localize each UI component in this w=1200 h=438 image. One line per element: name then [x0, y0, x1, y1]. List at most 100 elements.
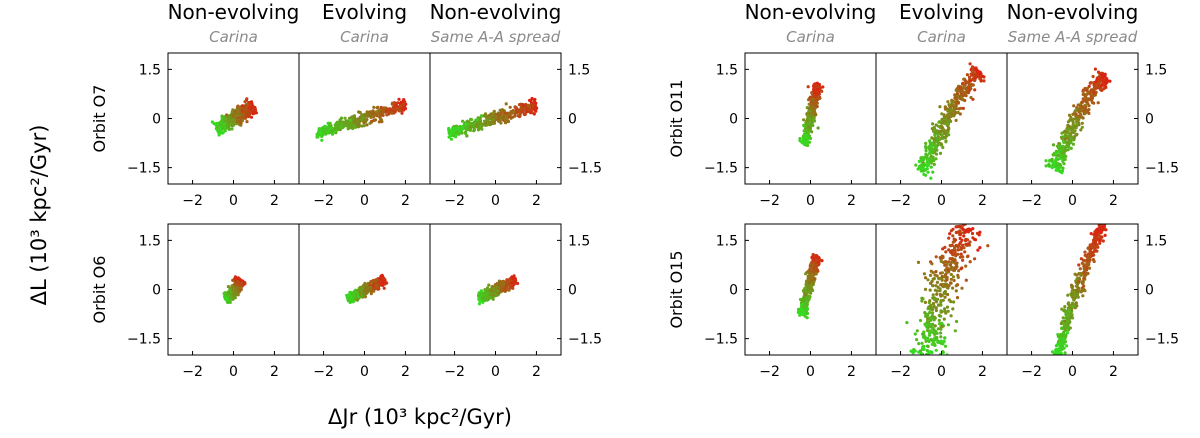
y-tick-label-right: 1.5 — [568, 62, 590, 78]
x-tick-label: 2 — [1109, 193, 1118, 209]
data-point — [382, 286, 386, 290]
data-point — [448, 133, 452, 137]
data-point — [1058, 157, 1062, 161]
data-point — [969, 72, 973, 76]
data-point — [807, 277, 811, 281]
data-point — [225, 293, 229, 297]
data-point — [932, 315, 937, 319]
data-point — [986, 244, 990, 248]
data-point — [482, 119, 487, 123]
data-point — [913, 332, 917, 336]
data-point — [970, 69, 974, 73]
data-point — [228, 297, 232, 301]
column-subtitle: Carina — [917, 28, 966, 46]
data-point — [216, 122, 220, 126]
data-point — [926, 338, 930, 342]
data-point — [811, 261, 816, 265]
data-point — [928, 299, 932, 303]
x-tick-label: 0 — [806, 193, 815, 209]
data-point — [933, 324, 937, 328]
data-point — [524, 108, 529, 112]
data-point — [241, 112, 245, 116]
data-point — [934, 270, 938, 274]
data-point — [954, 289, 958, 293]
data-point — [1075, 132, 1079, 136]
data-point — [450, 129, 454, 133]
data-point — [813, 112, 818, 116]
scatter-points — [914, 62, 986, 180]
data-point — [1095, 78, 1099, 82]
data-point — [1071, 112, 1075, 116]
data-point — [236, 106, 241, 110]
data-point — [947, 236, 951, 240]
data-point — [814, 272, 818, 276]
data-point — [808, 279, 813, 284]
data-point — [965, 73, 970, 77]
y-tick-label-right: 1.5 — [1145, 62, 1167, 78]
data-point — [378, 279, 382, 284]
column-title: Evolving — [322, 0, 407, 24]
x-tick-label: 2 — [532, 364, 541, 380]
data-point — [948, 263, 953, 267]
data-point — [467, 122, 471, 126]
data-point — [942, 317, 946, 321]
data-point — [932, 318, 936, 322]
data-point — [498, 119, 502, 123]
data-point — [379, 118, 383, 122]
data-point — [377, 120, 381, 124]
data-point — [946, 323, 951, 327]
data-point — [969, 84, 973, 88]
x-tick-label: 2 — [270, 364, 279, 380]
data-point — [379, 105, 383, 110]
data-point — [1079, 104, 1083, 108]
data-point — [457, 129, 462, 133]
data-point — [813, 277, 817, 281]
data-point — [951, 268, 956, 272]
data-point — [330, 132, 335, 136]
data-point — [933, 288, 938, 292]
data-point — [1105, 80, 1109, 85]
data-point — [925, 167, 929, 171]
data-point — [1067, 145, 1071, 149]
data-point — [943, 131, 947, 135]
data-point — [477, 296, 482, 300]
data-point — [1058, 162, 1062, 167]
data-point — [230, 127, 234, 131]
data-point — [371, 114, 375, 118]
data-point — [931, 301, 936, 306]
data-point — [932, 328, 936, 332]
data-point — [815, 97, 819, 101]
data-point — [942, 135, 946, 139]
data-point — [328, 127, 332, 131]
data-point — [1058, 154, 1062, 158]
data-point — [352, 124, 356, 128]
data-point — [519, 105, 523, 110]
data-point — [228, 300, 232, 304]
data-point — [1051, 143, 1056, 147]
data-point — [489, 117, 493, 121]
data-point — [1066, 136, 1070, 140]
data-point — [1060, 131, 1064, 135]
data-point — [936, 285, 940, 289]
data-point — [804, 124, 808, 128]
data-point — [905, 321, 909, 325]
data-point — [240, 109, 244, 113]
data-point — [947, 126, 951, 130]
data-point — [530, 96, 534, 101]
data-point — [926, 328, 930, 333]
data-point — [215, 125, 219, 129]
data-point — [915, 338, 919, 342]
x-tick-label: 2 — [401, 364, 410, 380]
data-point — [481, 292, 485, 297]
data-point — [1101, 79, 1105, 83]
data-point — [958, 233, 962, 237]
data-point — [981, 74, 985, 78]
data-point — [918, 318, 923, 323]
data-point — [511, 286, 515, 290]
data-point — [480, 296, 484, 300]
data-point — [926, 344, 930, 348]
data-point — [922, 332, 926, 336]
scatter-panel: −2 0 21.50−1.5 — [704, 52, 877, 209]
data-point — [531, 103, 535, 108]
data-point — [1052, 161, 1056, 165]
